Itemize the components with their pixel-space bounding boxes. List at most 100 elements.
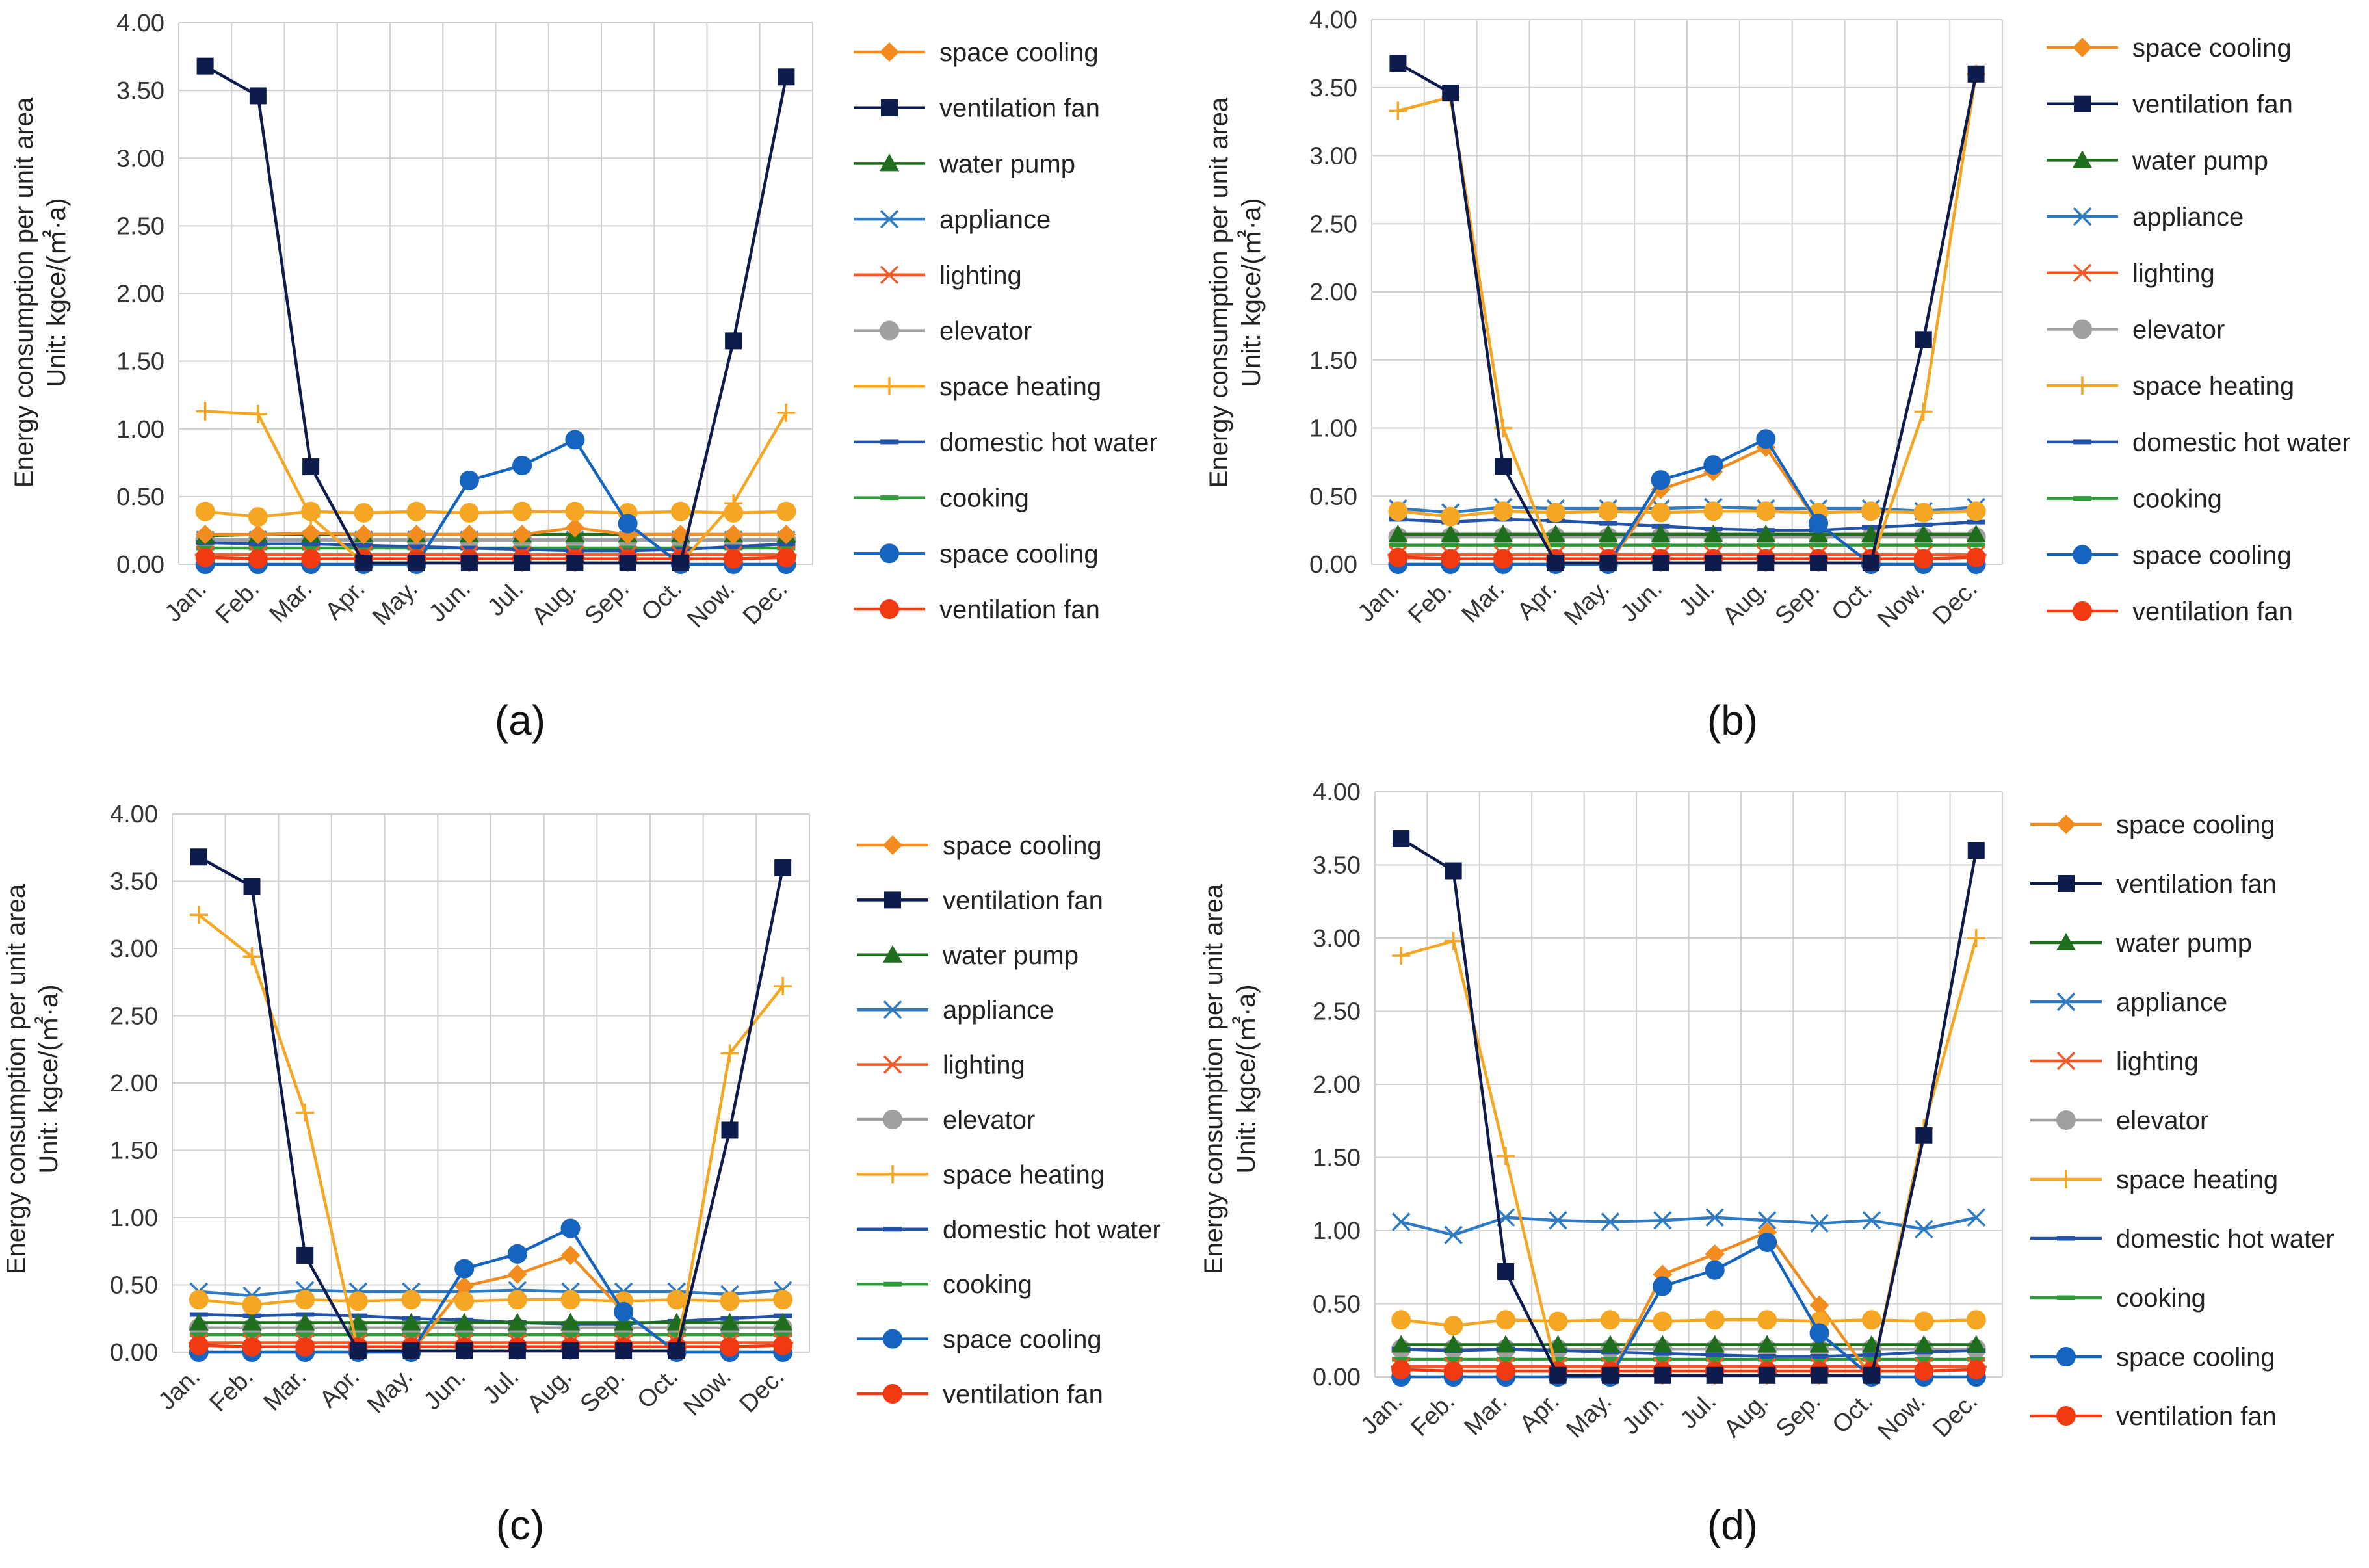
data-point xyxy=(1391,1212,1411,1231)
data-point xyxy=(1705,554,1722,571)
data-point xyxy=(407,544,426,549)
data-point xyxy=(666,1290,687,1310)
data-point xyxy=(1545,503,1565,523)
data-point xyxy=(1601,1212,1620,1231)
y-tick-label: 0.00 xyxy=(116,551,164,579)
legend-label: ventilation fan xyxy=(2116,870,2277,898)
y-tick-label: 1.00 xyxy=(116,416,164,443)
legend-label: elevator xyxy=(943,1106,1035,1134)
data-point xyxy=(355,554,373,571)
data-point xyxy=(560,1313,581,1331)
y-tick-label: 0.00 xyxy=(1309,551,1357,579)
data-point xyxy=(565,430,585,450)
x-tick-label: Jan. xyxy=(1355,1388,1407,1440)
legend-label: appliance xyxy=(2116,988,2227,1017)
x-tick-label: May. xyxy=(362,1363,418,1419)
data-point xyxy=(1441,549,1461,569)
panel-label: (b) xyxy=(1707,697,1758,744)
data-point xyxy=(1913,549,1933,569)
legend-marker xyxy=(2056,815,2076,834)
series-line xyxy=(204,64,788,565)
y-axis-unit-label: Unit: kgce/(㎡·a) xyxy=(34,984,63,1173)
data-point xyxy=(454,1276,475,1296)
y-tick-label: 2.50 xyxy=(1309,211,1357,238)
x-tick-label: Dec. xyxy=(1928,575,1983,631)
legend-label: water pump xyxy=(939,150,1075,178)
x-tick-label: Mar. xyxy=(265,575,318,629)
series-ventilation-fan xyxy=(1393,830,1985,1384)
data-point xyxy=(1493,501,1513,521)
data-point xyxy=(189,906,208,924)
x-tick-label: Feb. xyxy=(1403,575,1457,629)
legend-item: space heating xyxy=(857,1160,1105,1189)
data-point xyxy=(1653,1211,1672,1230)
chart-panel-b: 0.00 0.50 1.00 1.50 2.00 2.50 3.00 3.50 4.00 Jan.… xyxy=(1205,7,2351,744)
series-cooking xyxy=(1389,543,1985,548)
data-point xyxy=(1389,543,1407,548)
data-point xyxy=(1493,524,1513,542)
legend-item: ventilation fan xyxy=(2047,90,2293,119)
y-axis-label: Energy consumption per unit area xyxy=(1205,97,1233,488)
legend-label: elevator xyxy=(2116,1106,2208,1135)
x-tick-label: Oct. xyxy=(636,575,687,627)
data-point xyxy=(295,1313,315,1331)
y-tick-label: 3.50 xyxy=(1309,75,1357,102)
data-point xyxy=(189,1332,208,1337)
legend-item: space cooling xyxy=(2030,1343,2275,1372)
data-point xyxy=(1967,929,1985,947)
data-point xyxy=(614,1332,633,1337)
data-point xyxy=(618,514,638,534)
legend-marker xyxy=(2073,38,2092,57)
legend-item: lighting xyxy=(2047,259,2215,288)
legend-label: space cooling xyxy=(2116,811,2275,839)
data-point xyxy=(1705,1352,1724,1357)
legend-label: appliance xyxy=(939,205,1051,234)
legend-item: space cooling xyxy=(854,540,1099,568)
data-point xyxy=(1757,1335,1777,1353)
legend-marker xyxy=(2073,207,2092,226)
x-tick-label: Jul. xyxy=(1675,1388,1722,1435)
data-point xyxy=(248,525,268,545)
legend-label: appliance xyxy=(2132,203,2244,231)
data-point xyxy=(1966,1335,1986,1353)
panel-label: (c) xyxy=(496,1502,545,1548)
legend-label: lighting xyxy=(2116,1047,2199,1076)
x-tick-label: Sep. xyxy=(1771,1388,1826,1443)
data-point xyxy=(242,1332,261,1337)
y-tick-label: 2.50 xyxy=(116,213,164,240)
y-tick-label: 1.00 xyxy=(1309,415,1357,443)
data-point xyxy=(614,1313,634,1331)
data-point xyxy=(773,1313,793,1331)
data-point xyxy=(1548,1335,1568,1353)
data-point xyxy=(454,1259,475,1279)
data-point xyxy=(1651,503,1671,523)
legend-item: elevator xyxy=(2030,1106,2208,1135)
data-point xyxy=(1862,1211,1881,1230)
x-tick-label: Mar. xyxy=(1459,1388,1513,1441)
legend-marker xyxy=(2073,545,2092,565)
legend-label: ventilation fan xyxy=(939,595,1100,624)
data-point xyxy=(1443,1335,1463,1353)
chart-panel-a: 0.00 0.50 1.00 1.50 2.00 2.50 3.00 3.50 4.00 Jan.… xyxy=(10,10,1158,744)
x-tick-label: Jul. xyxy=(478,1363,525,1410)
data-point xyxy=(512,501,532,521)
data-point xyxy=(774,1332,792,1337)
data-point xyxy=(401,1290,421,1310)
y-tick-label: 3.50 xyxy=(110,869,158,896)
legend-item: appliance xyxy=(2047,203,2244,231)
data-point xyxy=(195,501,215,521)
legend-item: water pump xyxy=(857,941,1079,970)
legend-label: lighting xyxy=(943,1051,1025,1080)
legend-item: space heating xyxy=(2030,1166,2278,1194)
data-point xyxy=(1915,331,1932,348)
legend-label: space cooling xyxy=(2132,541,2292,569)
data-point xyxy=(565,517,585,538)
data-point xyxy=(1756,524,1776,542)
data-point xyxy=(243,878,261,895)
series-ventilation-fan xyxy=(196,57,795,571)
data-point xyxy=(1757,554,1775,571)
data-point xyxy=(720,1044,739,1063)
data-point xyxy=(1651,470,1671,490)
data-point xyxy=(1757,1211,1777,1230)
legend-label: space cooling xyxy=(939,38,1099,67)
